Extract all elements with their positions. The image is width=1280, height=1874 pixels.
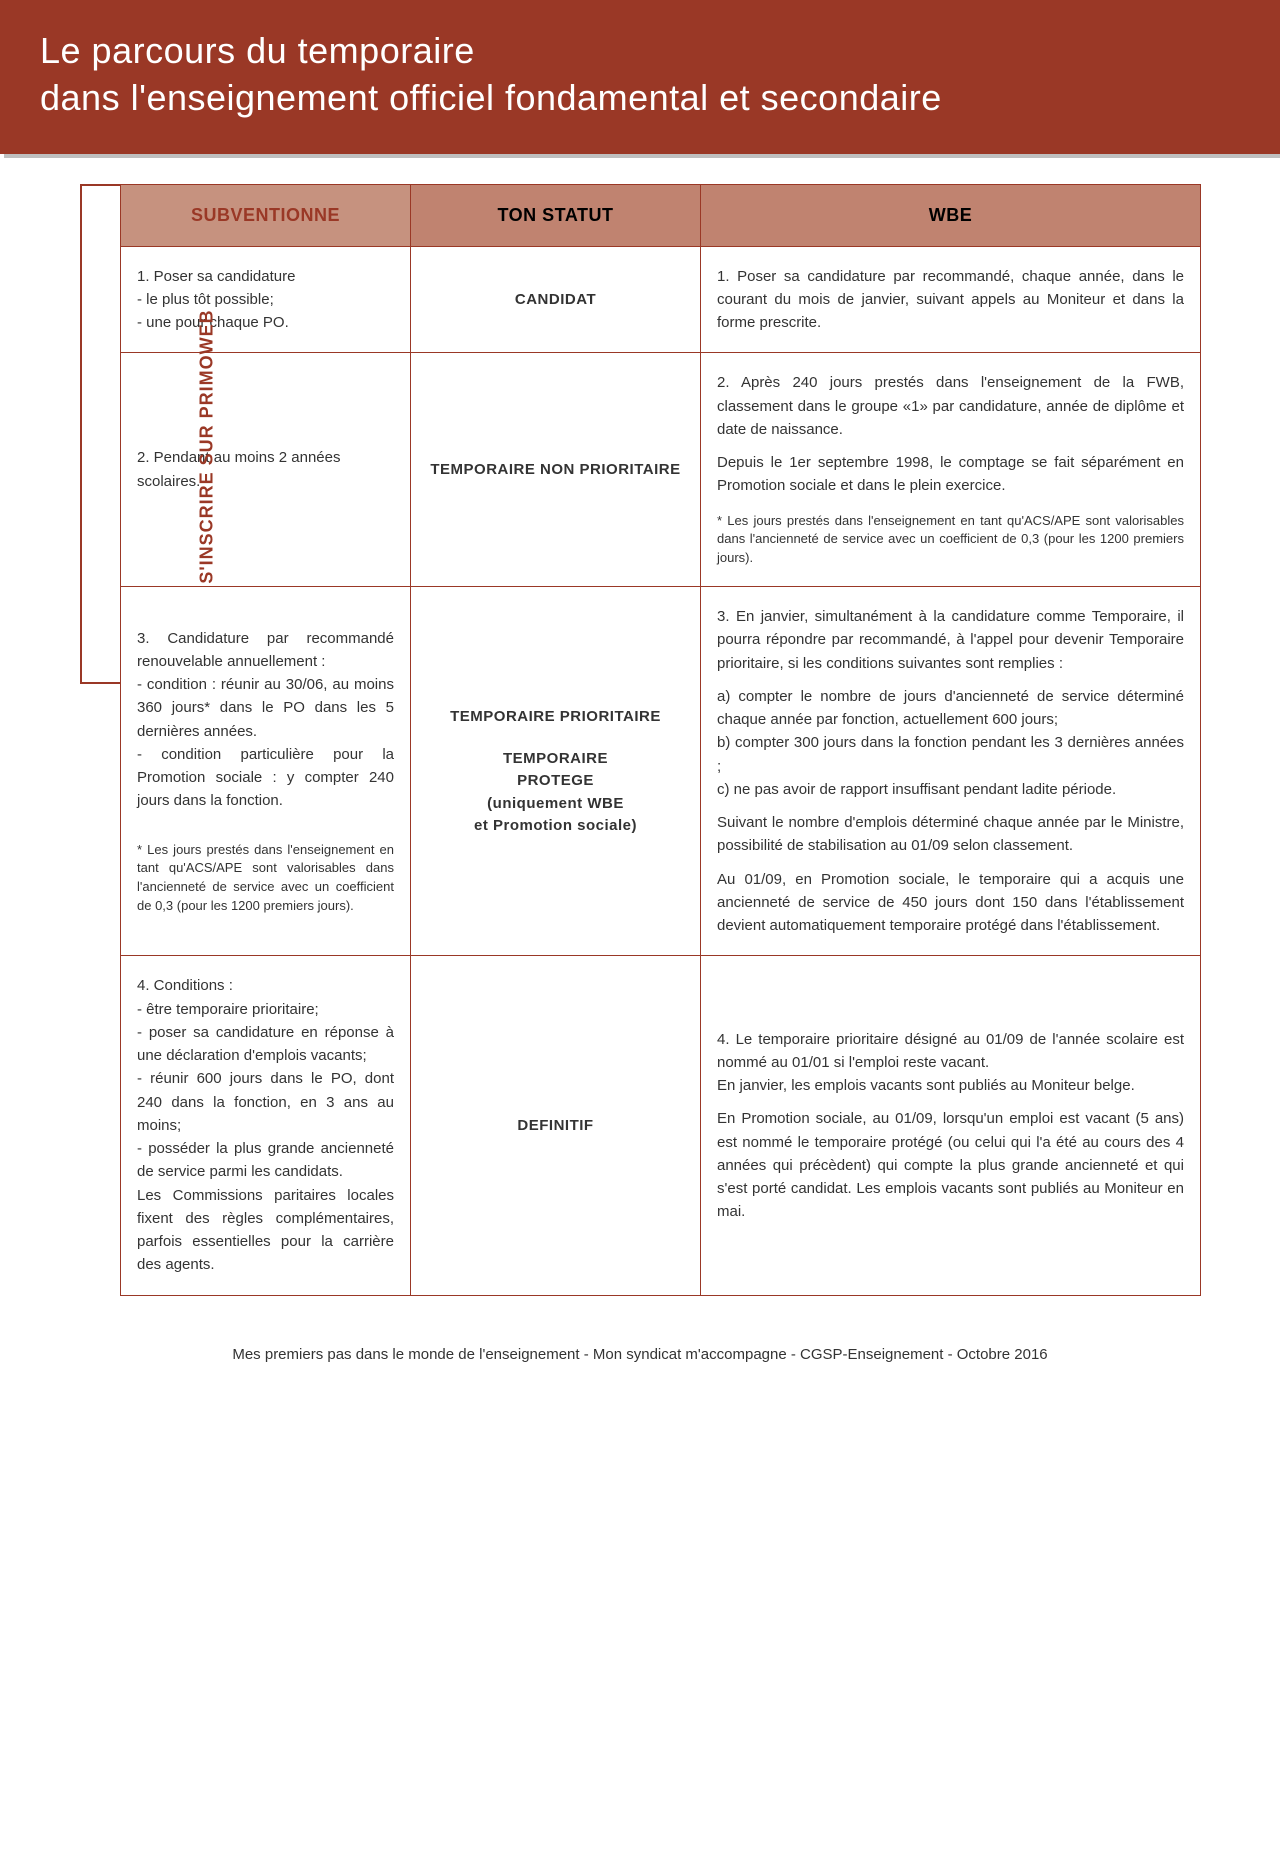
cell-wbe: 4. Le temporaire prioritaire désigné au … — [701, 956, 1201, 1295]
table-header-row: SUBVENTIONNE TON STATUT WBE — [121, 184, 1201, 246]
status-sub: TEMPORAIRE PROTEGE (uniquement WBE et Pr… — [427, 748, 684, 838]
cell-text: 2. Pendant au moins 2 années scolaires. — [137, 449, 340, 489]
cell-text: 3. Candidature par recommandé renouvelab… — [137, 627, 394, 813]
cell-subventionne: 2. Pendant au moins 2 années scolaires. — [121, 353, 411, 587]
cell-text: 2. Après 240 jours prestés dans l'enseig… — [717, 371, 1184, 441]
cell-text: a) compter le nombre de jours d'ancienne… — [717, 685, 1184, 732]
cell-status: TEMPORAIRE NON PRIORITAIRE — [411, 353, 701, 587]
cell-text: 3. En janvier, simultanément à la candid… — [717, 605, 1184, 675]
status-sub-line: (uniquement WBE — [487, 795, 624, 812]
table-row: 4. Conditions : - être temporaire priori… — [121, 956, 1201, 1295]
cell-text: 4. Conditions : - être temporaire priori… — [137, 977, 394, 1273]
cell-status: DEFINITIF — [411, 956, 701, 1295]
page-header: Le parcours du temporaire dans l'enseign… — [0, 0, 1280, 154]
page-footer: Mes premiers pas dans le monde de l'ense… — [0, 1296, 1280, 1383]
status-sub-line: et Promotion sociale) — [474, 817, 637, 834]
cell-text: Suivant le nombre d'emplois déterminé ch… — [717, 811, 1184, 858]
cell-note: * Les jours prestés dans l'enseignement … — [137, 841, 394, 916]
status-sub-line: PROTEGE — [517, 772, 594, 789]
cell-subventionne: 1. Poser sa candidature - le plus tôt po… — [121, 246, 411, 353]
cell-status: TEMPORAIRE PRIORITAIRE TEMPORAIRE PROTEG… — [411, 587, 701, 956]
cell-text: Depuis le 1er septembre 1998, le comptag… — [717, 451, 1184, 498]
status-main: TEMPORAIRE PRIORITAIRE — [427, 705, 684, 728]
side-label-text: S'INSCRIRE SUR PRIMOWEB — [197, 309, 218, 583]
cell-wbe: 3. En janvier, simultanément à la candid… — [701, 587, 1201, 956]
table-row: 3. Candidature par recommandé renouvelab… — [121, 587, 1201, 956]
table-row: 1. Poser sa candidature - le plus tôt po… — [121, 246, 1201, 353]
status-sub-line: TEMPORAIRE — [503, 750, 608, 767]
cell-text: b) compter 300 jours dans la fonction pe… — [717, 731, 1184, 778]
col-header-wbe: WBE — [701, 184, 1201, 246]
cell-text: c) ne pas avoir de rapport insuffisant p… — [717, 778, 1184, 801]
cell-wbe: 1. Poser sa candidature par recommandé, … — [701, 246, 1201, 353]
cell-text: Au 01/09, en Promotion sociale, le tempo… — [717, 868, 1184, 938]
status-table: SUBVENTIONNE TON STATUT WBE 1. Poser sa … — [120, 184, 1201, 1296]
col-header-subventionne: SUBVENTIONNE — [121, 184, 411, 246]
cell-note: * Les jours prestés dans l'enseignement … — [717, 512, 1184, 569]
side-label-bracket: S'INSCRIRE SUR PRIMOWEB — [80, 184, 120, 684]
title-line-2: dans l'enseignement officiel fondamental… — [40, 77, 942, 118]
table-row: 2. Pendant au moins 2 années scolaires. … — [121, 353, 1201, 587]
title-line-1: Le parcours du temporaire — [40, 30, 475, 71]
cell-text: 4. Le temporaire prioritaire désigné au … — [717, 1028, 1184, 1098]
cell-subventionne: 3. Candidature par recommandé renouvelab… — [121, 587, 411, 956]
cell-text: En Promotion sociale, au 01/09, lorsqu'u… — [717, 1107, 1184, 1223]
page-title: Le parcours du temporaire dans l'enseign… — [40, 28, 1240, 122]
content-area: S'INSCRIRE SUR PRIMOWEB SUBVENTIONNE TON… — [0, 184, 1280, 1296]
side-label-column: S'INSCRIRE SUR PRIMOWEB — [80, 184, 120, 1296]
cell-status: CANDIDAT — [411, 246, 701, 353]
cell-subventionne: 4. Conditions : - être temporaire priori… — [121, 956, 411, 1295]
cell-wbe: 2. Après 240 jours prestés dans l'enseig… — [701, 353, 1201, 587]
col-header-statut: TON STATUT — [411, 184, 701, 246]
